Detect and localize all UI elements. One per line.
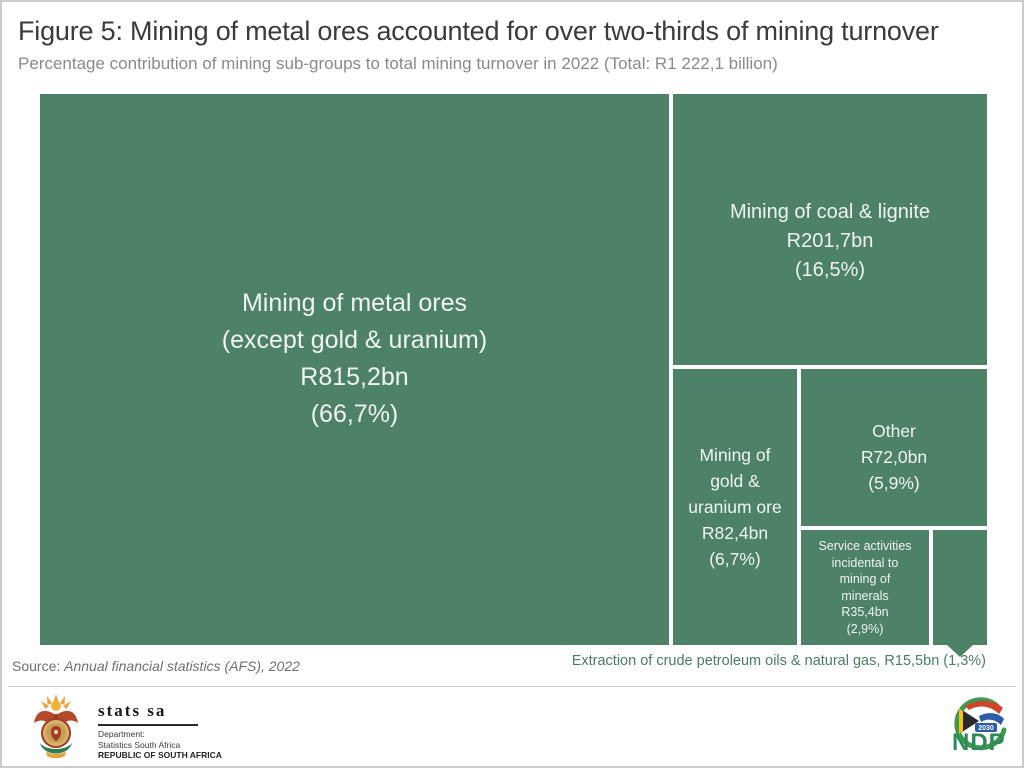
cell-label-line: Mining of (699, 445, 771, 465)
statssa-text-block: stats sa Department: Statistics South Af… (98, 701, 222, 761)
petroleum-callout-label: Extraction of crude petroleum oils & nat… (571, 653, 986, 669)
figure-title: Figure 5: Mining of metal ores accounted… (18, 16, 939, 46)
cell-percent: (16,5%) (794, 259, 866, 281)
cell-value: R82,4bn (701, 523, 769, 543)
statssa-dept-line2: Statistics South Africa (98, 739, 181, 750)
statssa-dept-line1: Department: (98, 729, 145, 739)
treemap-cell-gold-uranium: Mining of gold & uranium ore R82,4bn (6,… (673, 369, 797, 645)
cell-label-line: minerals (841, 588, 889, 603)
statssa-department-lines: Department: Statistics South Africa REPU… (98, 729, 222, 761)
cell-label-line: Mining of metal ores (241, 288, 468, 317)
treemap-cell-metal-ores: Mining of metal ores (except gold & uran… (40, 94, 669, 645)
statssa-logo: stats sa Department: Statistics South Af… (32, 693, 282, 763)
treemap-cell-coal-lignite: Mining of coal & lignite R201,7bn (16,5%… (673, 94, 987, 365)
cell-percent: (66,7%) (310, 399, 399, 428)
ndp-year-text: 2030 (978, 725, 994, 732)
cell-percent: (6,7%) (709, 549, 761, 569)
treemap-cell-service-activities: Service activities incidental to mining … (801, 530, 929, 645)
cell-value: R815,2bn (300, 362, 409, 391)
cell-label-line: Service activities (818, 539, 912, 553)
cell-label-line: Mining of coal & lignite (729, 201, 931, 223)
ndp-acronym-text: NDP (952, 729, 1006, 756)
treemap-cell-other: Other R72,0bn (5,9%) (801, 369, 987, 526)
cell-value: R201,7bn (786, 230, 874, 252)
source-reference: Annual financial statistics (AFS), 2022 (64, 658, 300, 674)
footer-divider (8, 686, 1016, 687)
cell-label-line: gold & (710, 471, 760, 491)
source-note: Source: Annual financial statistics (AFS… (12, 658, 300, 674)
cell-label-line: Other (872, 420, 916, 441)
treemap-chart: Mining of metal ores (except gold & uran… (40, 94, 987, 657)
cell-percent: (2,9%) (846, 621, 884, 636)
cell-label-line: (except gold & uranium) (221, 325, 488, 354)
source-prefix: Source: (12, 658, 65, 674)
cell-value: R72,0bn (860, 446, 928, 467)
cell-label-line: mining of (839, 572, 891, 586)
ndp-2030-logo: 2030 NDP (952, 697, 1007, 756)
cell-percent: (5,9%) (868, 472, 920, 493)
cell-value: R35,4bn (841, 605, 889, 619)
statssa-wordmark: stats sa (98, 701, 198, 726)
callout-pointer-triangle-icon (947, 645, 973, 657)
treemap-cell-petroleum (933, 530, 987, 645)
cell-label-line: incidental to (831, 555, 899, 570)
figure-subtitle: Percentage contribution of mining sub-gr… (18, 54, 778, 73)
statssa-dept-line3: REPUBLIC OF SOUTH AFRICA (98, 750, 222, 760)
cell-label-line: uranium ore (688, 497, 782, 517)
coat-of-arms-icon (34, 694, 78, 759)
